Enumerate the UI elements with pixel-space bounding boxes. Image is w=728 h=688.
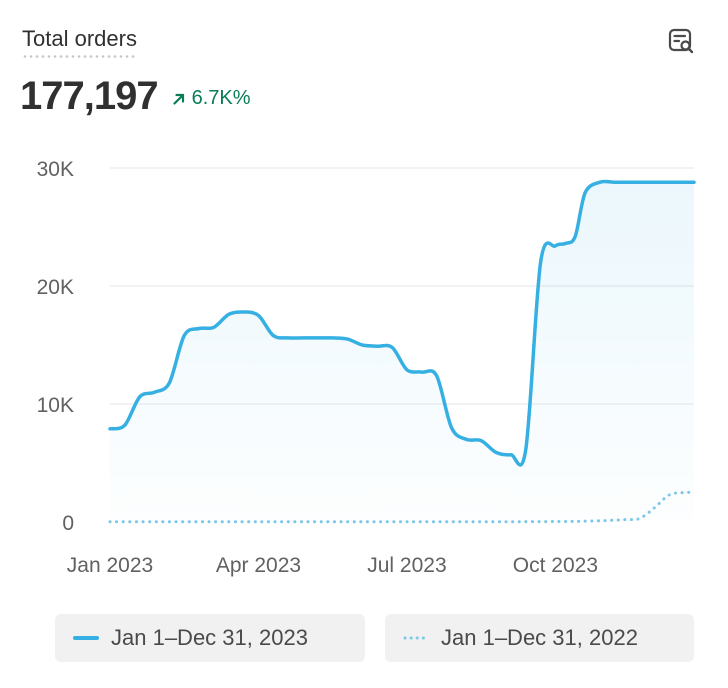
x-tick-label: Jan 2023	[67, 554, 153, 577]
legend-label-2023: Jan 1–Dec 31, 2023	[111, 625, 308, 650]
line-chart: 0 10K 20K 30K Jan 2023 Apr 2023 Jul 2023 Oct 20…	[37, 158, 696, 577]
metric-change-text: 6.7K%	[191, 87, 251, 109]
legend-item-2023[interactable]: Jan 1–Dec 31, 2023	[55, 614, 365, 662]
card-title[interactable]: Total orders	[22, 26, 137, 58]
y-tick-label: 30K	[37, 158, 74, 181]
y-tick-label: 10K	[37, 394, 74, 417]
metric-value-row: 177,197 6.7K%	[20, 74, 251, 119]
series-2022-line	[108, 490, 696, 524]
x-tick-label: Jul 2023	[367, 554, 446, 577]
metric-value: 177,197	[20, 74, 159, 118]
dotted-line-swatch-icon	[403, 636, 429, 640]
metric-change: 6.7K%	[172, 87, 251, 110]
arrow-up-right-icon	[172, 93, 184, 105]
x-tick-label: Oct 2023	[513, 554, 598, 577]
series-2023-line	[108, 179, 696, 467]
x-tick-label: Apr 2023	[216, 554, 301, 577]
legend-label-2022: Jan 1–Dec 31, 2022	[441, 625, 638, 650]
chart-explore-icon[interactable]	[666, 26, 696, 56]
y-tick-label: 0	[62, 512, 74, 535]
legend-item-2022[interactable]: Jan 1–Dec 31, 2022	[385, 614, 694, 662]
solid-line-swatch-icon	[73, 636, 99, 640]
y-tick-label: 20K	[37, 276, 74, 299]
series-2023-area	[110, 181, 694, 522]
